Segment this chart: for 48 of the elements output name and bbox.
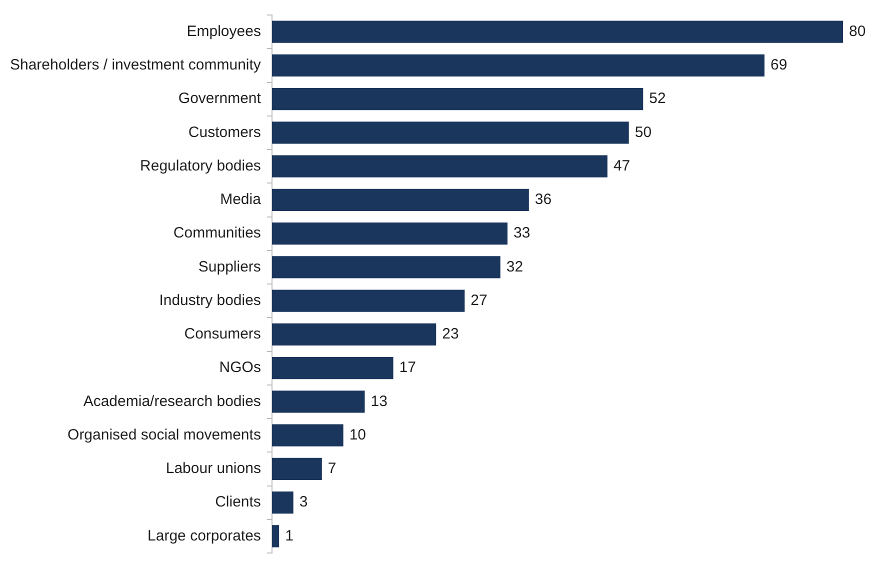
bar bbox=[272, 188, 529, 212]
y-tick-label: Labour unions bbox=[166, 460, 261, 478]
bar bbox=[272, 88, 644, 110]
data-label: 50 bbox=[634, 124, 652, 141]
y-tick-label: Customers bbox=[188, 124, 261, 141]
data-label: 47 bbox=[613, 157, 630, 174]
bar bbox=[272, 458, 322, 480]
data-label: 23 bbox=[442, 326, 459, 343]
y-tick-label: Government bbox=[178, 90, 262, 108]
bar bbox=[272, 525, 280, 548]
y-tick-label: Industry bodies bbox=[159, 292, 261, 309]
bar bbox=[272, 390, 365, 413]
data-label: 17 bbox=[399, 359, 416, 376]
data-label: 36 bbox=[534, 191, 552, 208]
bar bbox=[272, 491, 294, 514]
bar bbox=[272, 222, 508, 245]
y-tick-label: Clients bbox=[215, 494, 261, 511]
data-label: 1 bbox=[285, 527, 294, 544]
y-tick-label: Academia/research bodies bbox=[83, 392, 261, 410]
bar bbox=[272, 356, 394, 380]
bar bbox=[272, 155, 608, 178]
data-label: 7 bbox=[328, 460, 336, 478]
data-label: 3 bbox=[299, 494, 308, 511]
y-tick-label: Suppliers bbox=[198, 258, 261, 276]
y-tick-label: Consumers bbox=[184, 326, 261, 343]
bar bbox=[272, 323, 436, 346]
y-tick-label: Regulatory bodies bbox=[140, 157, 261, 174]
data-label: 33 bbox=[514, 224, 530, 242]
bar bbox=[272, 256, 500, 278]
bar bbox=[272, 290, 465, 312]
bar bbox=[272, 20, 843, 43]
y-tick-label: Organised social movements bbox=[68, 426, 261, 444]
data-label: 80 bbox=[849, 22, 866, 40]
y-tick-label: Large corporates bbox=[148, 527, 261, 544]
bar bbox=[272, 54, 764, 77]
data-label: 52 bbox=[649, 90, 666, 108]
bar bbox=[272, 424, 344, 446]
data-label: 10 bbox=[349, 426, 366, 444]
y-tick-label: Media bbox=[220, 191, 262, 208]
y-tick-label: Shareholders / investment community bbox=[10, 56, 262, 74]
y-tick-label: Communities bbox=[173, 224, 261, 242]
data-label: 27 bbox=[470, 292, 488, 309]
y-tick-label: Employees bbox=[186, 22, 261, 40]
data-label: 69 bbox=[770, 56, 788, 74]
y-tick-label: NGOs bbox=[219, 359, 261, 376]
data-label: 13 bbox=[370, 392, 388, 410]
bar bbox=[272, 122, 629, 144]
data-label: 32 bbox=[506, 258, 524, 276]
